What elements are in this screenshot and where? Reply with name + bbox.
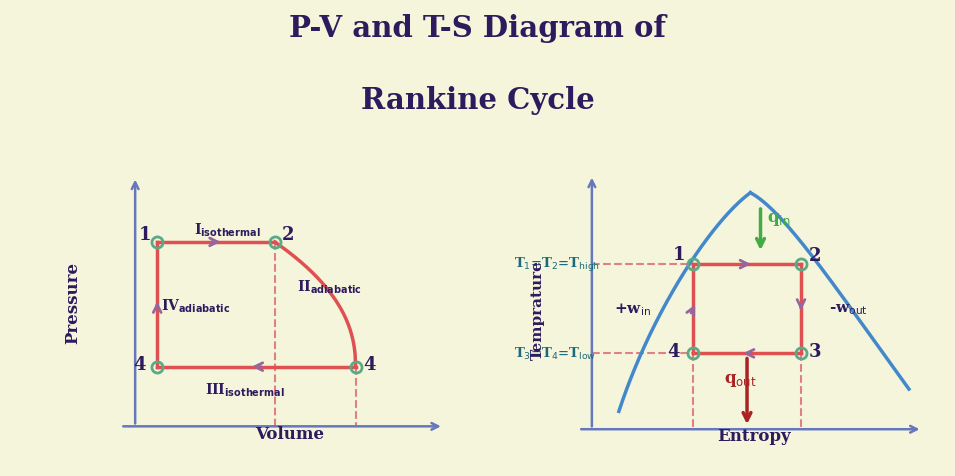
Text: +w$_{\rm in}$: +w$_{\rm in}$	[614, 301, 650, 317]
Text: IV$_{\mathbf{adiabatic}}$: IV$_{\mathbf{adiabatic}}$	[160, 297, 230, 315]
Text: -w$_{\rm out}$: -w$_{\rm out}$	[829, 302, 868, 317]
Text: 4: 4	[668, 342, 680, 360]
Text: 3: 3	[809, 342, 821, 360]
Text: 1: 1	[673, 245, 686, 263]
Text: 2: 2	[282, 226, 294, 244]
Text: I$_{\mathbf{isothermal}}$: I$_{\mathbf{isothermal}}$	[194, 221, 261, 238]
Text: 4: 4	[363, 356, 375, 374]
Text: q$_{\rm in}$: q$_{\rm in}$	[767, 210, 791, 227]
Text: Temprature: Temprature	[531, 259, 545, 359]
Text: III$_{\mathbf{isothermal}}$: III$_{\mathbf{isothermal}}$	[205, 381, 285, 398]
Text: 4: 4	[134, 356, 146, 374]
Text: Entropy: Entropy	[717, 427, 791, 445]
Text: 2: 2	[809, 246, 821, 264]
Text: P-V and T-S Diagram of: P-V and T-S Diagram of	[289, 14, 666, 43]
Text: Pressure: Pressure	[64, 261, 81, 343]
Text: Rankine Cycle: Rankine Cycle	[361, 86, 594, 115]
Text: 1: 1	[138, 226, 151, 244]
Text: Volume: Volume	[255, 426, 324, 442]
Text: T$_1$=T$_2$=T$_{\rm high}$: T$_1$=T$_2$=T$_{\rm high}$	[515, 256, 601, 274]
Text: q$_{\rm out}$: q$_{\rm out}$	[724, 372, 756, 388]
Text: II$_{\mathbf{adiabatic}}$: II$_{\mathbf{adiabatic}}$	[297, 278, 362, 296]
Text: T$_3$=T$_4$=T$_{\rm low}$: T$_3$=T$_4$=T$_{\rm low}$	[515, 346, 596, 362]
